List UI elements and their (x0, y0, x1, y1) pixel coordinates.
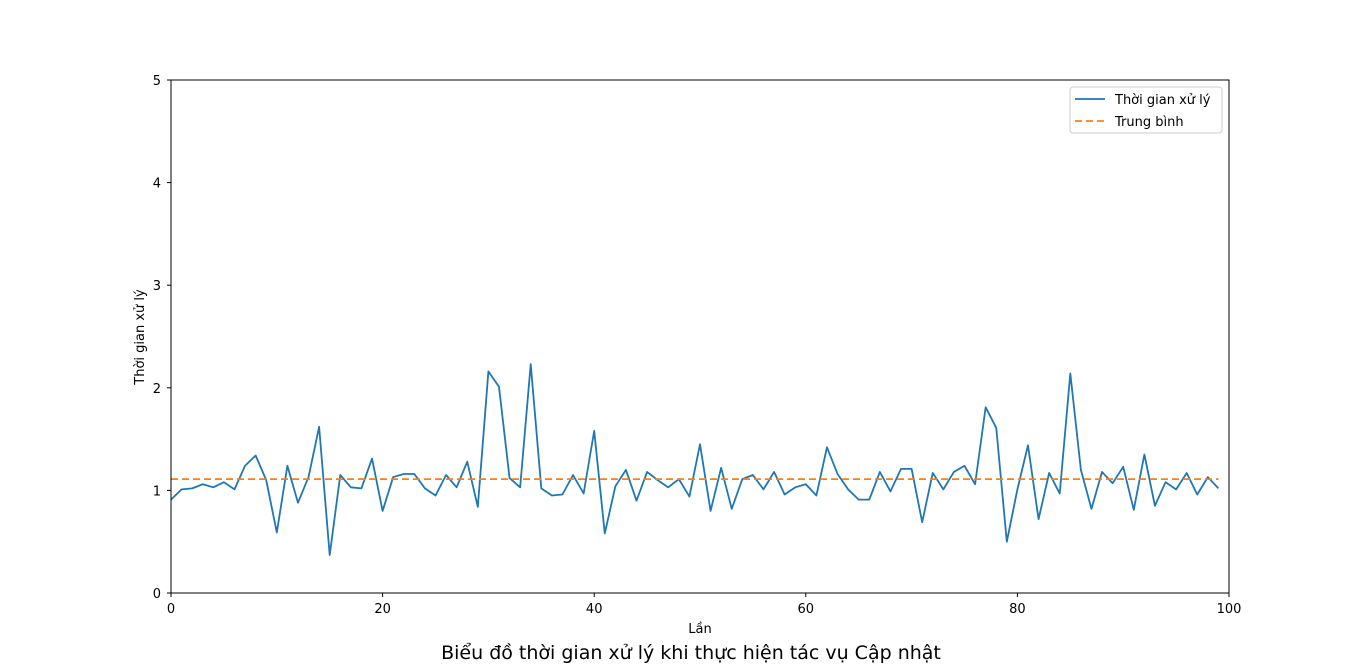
y-axis-ticks: 0 1 2 3 4 5 (153, 74, 171, 602)
plot-frame (170, 79, 1230, 594)
chart-caption: Biểu đồ thời gian xử lý khi thực hiện tá… (441, 642, 941, 664)
series-line-0 (170, 363, 1220, 556)
y-tick-label: 0 (153, 587, 161, 602)
legend-box (1069, 86, 1223, 134)
x-axis-ticks: 0 20 40 60 80 100 (167, 593, 1242, 617)
legend-label: Thời gian xử lý (1114, 93, 1211, 108)
y-tick-label: 2 (153, 382, 161, 397)
x-tick-label: 80 (1009, 602, 1026, 617)
x-tick-label: 40 (586, 602, 603, 617)
y-tick-label: 3 (153, 279, 161, 294)
x-axis-label: Lần (688, 622, 711, 637)
y-tick-label: 1 (153, 484, 161, 499)
y-axis-label: Thời gian xử lý (133, 289, 148, 386)
plot-series (170, 363, 1220, 556)
x-tick-label: 0 (167, 602, 175, 617)
legend: Thời gian xử lý Trung bình (1069, 86, 1223, 134)
y-tick-label: 4 (153, 177, 161, 192)
x-tick-label: 20 (374, 602, 391, 617)
legend-label: Trung bình (1114, 115, 1184, 130)
legend-entries: Thời gian xử lý Trung bình (1075, 93, 1211, 130)
y-tick-label: 5 (153, 74, 161, 89)
x-tick-label: 100 (1217, 602, 1242, 617)
x-tick-label: 60 (798, 602, 815, 617)
